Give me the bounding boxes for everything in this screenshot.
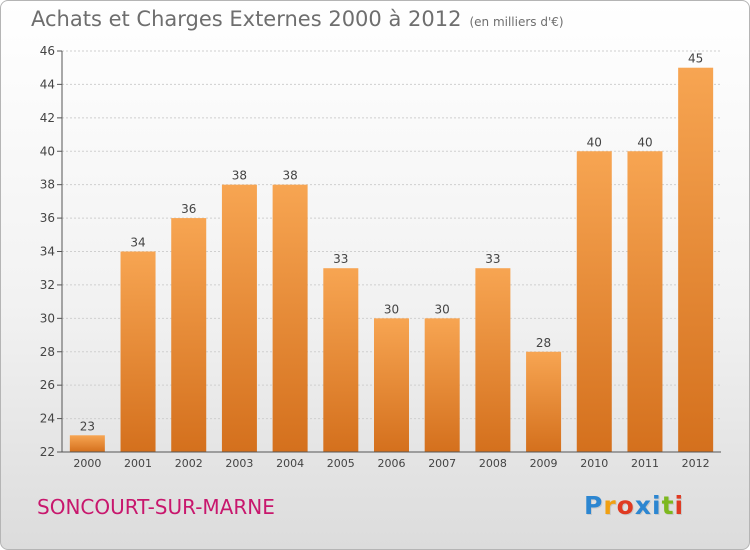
logo-letter: o (616, 491, 635, 520)
bar (424, 318, 460, 452)
x-tick-label: 2011 (631, 457, 659, 470)
bar (120, 251, 156, 452)
logo-letter: t (661, 491, 675, 520)
data-label: 40 (637, 135, 652, 149)
y-tick-label: 30 (40, 311, 55, 325)
logo-letter: i (652, 491, 662, 520)
y-tick-label: 46 (40, 44, 55, 58)
data-label: 36 (181, 202, 196, 216)
title-text: Achats et Charges Externes 2000 à 2012 (31, 7, 462, 31)
logo-letter: x (634, 491, 652, 520)
y-tick-label: 28 (40, 345, 55, 359)
logo-letter: i (674, 491, 685, 520)
bar (272, 184, 308, 452)
x-tick-label: 2010 (580, 457, 608, 470)
data-label: 40 (587, 135, 602, 149)
y-tick-label: 34 (40, 245, 55, 259)
data-label: 45 (688, 52, 703, 66)
data-label: 30 (435, 302, 450, 316)
bar (374, 318, 409, 452)
y-tick-label: 26 (40, 378, 55, 392)
x-tick-label: 2005 (327, 457, 355, 470)
x-tick-label: 2006 (378, 457, 406, 470)
data-label: 34 (130, 236, 145, 250)
bar (323, 268, 359, 452)
location-label: SONCOURT-SUR-MARNE (37, 495, 275, 519)
bar (526, 351, 562, 452)
bar (221, 184, 257, 452)
y-tick-label: 36 (40, 211, 55, 225)
y-tick-label: 22 (40, 445, 55, 459)
bar (171, 218, 207, 452)
data-label: 30 (384, 302, 399, 316)
data-label: 28 (536, 336, 551, 350)
bars: 23 34 36 38 38 33 30 30 33 28 40 40 45 (69, 52, 714, 452)
x-tick-label: 2012 (682, 457, 710, 470)
logo-letter: P (584, 491, 604, 520)
y-tick-label: 44 (40, 77, 55, 91)
y-tick-label: 24 (40, 412, 55, 426)
logo-letter: r (603, 491, 617, 520)
x-tick-label: 2003 (225, 457, 253, 470)
data-label: 38 (282, 169, 297, 183)
bar (678, 67, 714, 452)
data-label: 33 (333, 252, 348, 266)
x-tick-label: 2000 (73, 457, 101, 470)
x-tick-label: 2002 (175, 457, 203, 470)
bar (627, 151, 663, 452)
y-tick-label: 40 (40, 144, 55, 158)
x-tick-label: 2004 (276, 457, 304, 470)
y-tick-label: 38 (40, 178, 55, 192)
data-label: 38 (232, 169, 247, 183)
data-label: 23 (80, 419, 95, 433)
proxiti-logo: Proxiti (584, 491, 684, 520)
chart-subtitle: (en milliers d'€) (469, 15, 564, 29)
x-tick-label: 2007 (428, 457, 456, 470)
y-tick-label: 32 (40, 278, 55, 292)
chart-title: Achats et Charges Externes 2000 à 2012 (e… (31, 7, 564, 31)
y-tick-label: 42 (40, 111, 55, 125)
bar (475, 268, 511, 452)
axes: 22 24 26 28 30 32 34 36 38 40 42 44 46 2000 2001 2002 20… (40, 44, 721, 470)
data-label: 33 (485, 252, 500, 266)
x-tick-label: 2001 (124, 457, 152, 470)
bar (69, 435, 105, 452)
bar (576, 151, 612, 452)
x-tick-label: 2009 (530, 457, 558, 470)
x-tick-label: 2008 (479, 457, 507, 470)
